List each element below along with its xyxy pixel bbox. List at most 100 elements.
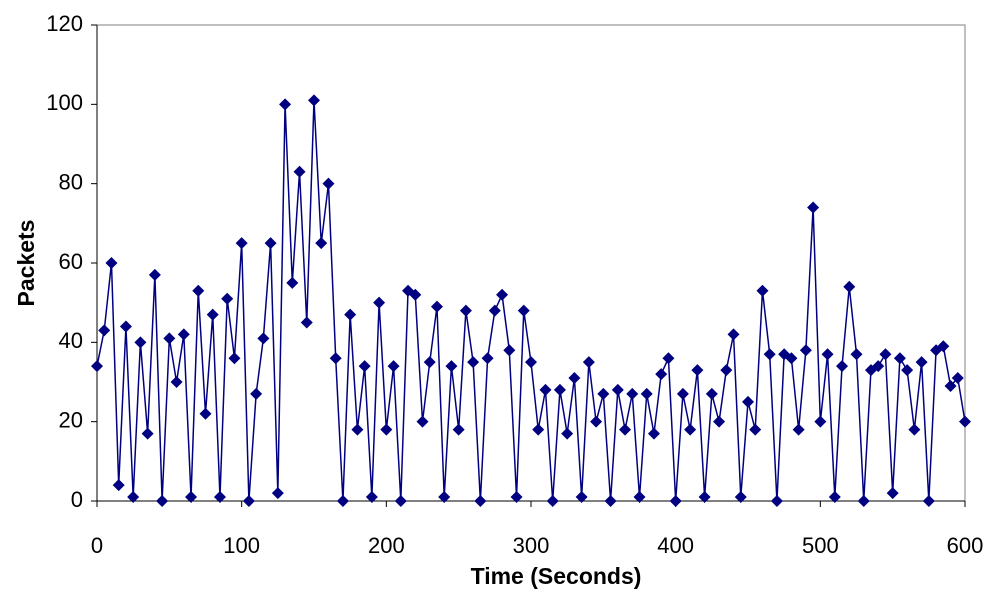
data-point	[279, 98, 292, 111]
data-point	[503, 344, 516, 357]
data-point	[98, 324, 111, 337]
data-point	[575, 491, 588, 504]
x-tick-label: 200	[368, 533, 405, 558]
data-point	[264, 237, 277, 250]
data-point	[669, 495, 682, 507]
data-point	[539, 383, 552, 396]
data-point	[633, 491, 646, 504]
data-point	[409, 288, 422, 301]
data-point	[105, 257, 118, 269]
data-point	[177, 328, 190, 341]
data-point	[271, 487, 284, 500]
data-point	[546, 495, 559, 507]
y-tick-label: 0	[71, 487, 83, 512]
y-tick-label: 40	[59, 328, 83, 353]
y-tick-label: 120	[46, 11, 83, 36]
y-tick-label: 100	[46, 90, 83, 115]
data-point	[112, 479, 125, 492]
data-point	[228, 352, 241, 365]
data-point	[734, 491, 747, 504]
data-point	[344, 308, 357, 321]
data-point	[785, 352, 798, 365]
data-point	[756, 284, 769, 297]
data-point	[843, 280, 856, 293]
data-point	[742, 395, 754, 408]
data-point	[922, 495, 935, 507]
x-tick-label: 0	[91, 533, 103, 558]
data-point	[850, 348, 863, 361]
data-point	[814, 415, 827, 428]
data-point	[148, 268, 161, 281]
data-point	[626, 387, 639, 400]
data-point	[445, 360, 458, 373]
data-point	[749, 423, 762, 436]
y-tick-label: 60	[59, 249, 83, 274]
data-point	[604, 495, 617, 507]
data-point	[416, 415, 429, 428]
data-point	[691, 364, 704, 377]
y-tick-label: 80	[59, 169, 83, 194]
data-point	[286, 276, 299, 289]
data-point	[532, 423, 545, 436]
x-tick-label: 400	[657, 533, 694, 558]
data-point	[300, 316, 313, 329]
data-point	[293, 165, 306, 178]
data-point	[590, 415, 603, 428]
data-point	[257, 332, 270, 345]
data-point	[373, 296, 386, 309]
data-point	[807, 201, 820, 214]
data-point	[893, 352, 906, 365]
x-axis-title: Time (Seconds)	[471, 563, 642, 589]
data-point	[452, 423, 465, 436]
data-point	[358, 360, 371, 373]
data-point	[336, 495, 349, 507]
data-point	[763, 348, 776, 361]
data-point	[886, 487, 899, 500]
data-point	[250, 387, 263, 400]
data-point	[119, 320, 132, 333]
data-point	[351, 423, 364, 436]
data-point	[937, 340, 950, 353]
data-point	[872, 360, 885, 373]
data-point	[199, 407, 212, 420]
data-point	[525, 356, 537, 369]
data-point	[423, 356, 436, 369]
data-point	[141, 427, 154, 440]
data-point	[467, 356, 480, 369]
y-axis-title: Packets	[13, 220, 39, 307]
data-point	[698, 491, 711, 504]
data-point	[156, 495, 169, 507]
data-point	[380, 423, 393, 436]
data-point	[170, 376, 183, 388]
data-point	[127, 491, 140, 504]
data-point	[365, 491, 378, 504]
data-point	[387, 360, 400, 373]
data-point	[235, 237, 248, 250]
data-point	[944, 379, 957, 392]
data-point	[640, 387, 653, 400]
data-point	[430, 300, 443, 313]
data-point	[582, 356, 595, 369]
data-point	[561, 427, 574, 440]
data-point	[510, 491, 523, 504]
data-point	[647, 427, 660, 440]
data-point	[619, 423, 632, 436]
data-point	[474, 495, 487, 507]
data-point	[91, 360, 103, 373]
x-tick-label: 600	[947, 533, 984, 558]
data-point	[185, 491, 198, 504]
data-point	[242, 495, 255, 507]
data-point	[459, 304, 472, 317]
x-tick-label: 500	[802, 533, 839, 558]
data-point	[713, 415, 726, 428]
data-point	[836, 360, 849, 373]
data-point	[308, 94, 320, 107]
data-point	[322, 177, 335, 190]
data-point	[879, 348, 892, 361]
data-point	[705, 387, 718, 400]
data-point	[676, 387, 689, 400]
data-point	[727, 328, 740, 341]
x-tick-label: 100	[223, 533, 260, 558]
data-point	[959, 415, 971, 428]
